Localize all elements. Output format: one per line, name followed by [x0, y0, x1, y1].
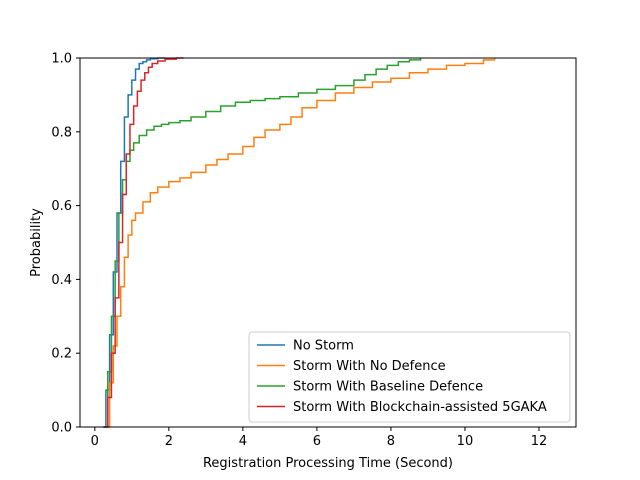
x-tick-label: 6 [313, 434, 321, 449]
y-tick-label: 1.0 [51, 52, 72, 67]
x-axis-label: Registration Processing Time (Second) [203, 456, 453, 471]
legend-label-3: Storm With Blockchain-assisted 5GAKA [293, 400, 547, 415]
series-line-0 [102, 57, 166, 428]
x-tick-label: 4 [239, 434, 247, 449]
y-tick-label: 0.8 [51, 125, 72, 140]
legend-box [248, 331, 571, 423]
x-tick-label: 2 [165, 434, 173, 449]
x-tick-label: 10 [457, 434, 474, 449]
x-tick-label: 8 [387, 434, 395, 449]
y-tick-label: 0.6 [51, 199, 72, 214]
x-axis: 0 2 4 6 8 10 12 [91, 427, 548, 449]
plot-frame [79, 57, 577, 428]
legend-label-0: No Storm [293, 339, 354, 354]
series-line-2 [104, 58, 422, 428]
legend-label-1: Storm With No Defence [293, 359, 446, 374]
x-tick-label: 0 [91, 434, 99, 449]
series-line-1 [105, 58, 496, 428]
y-axis: 0.0 0.2 0.4 0.6 0.8 1.0 [51, 52, 80, 436]
legend: No Storm Storm With No Defence Storm With … [248, 331, 571, 423]
y-axis-label: Probability [29, 208, 44, 277]
y-tick-label: 0.0 [51, 421, 72, 436]
y-tick-label: 0.4 [51, 273, 72, 288]
x-tick-label: 12 [531, 434, 548, 449]
series-line-3 [104, 57, 184, 428]
y-tick-label: 0.2 [51, 347, 72, 362]
series-layer [102, 57, 496, 428]
legend-label-2: Storm With Baseline Defence [293, 380, 483, 395]
